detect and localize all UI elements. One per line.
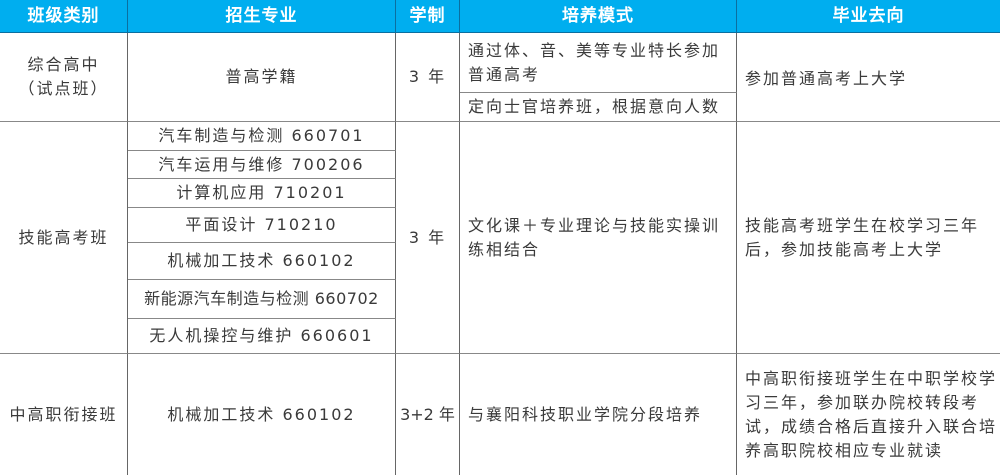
- category-cell: 中高职衔接班: [0, 354, 128, 475]
- mode-cell: 定向士官培养班，根据意向人数: [460, 93, 737, 122]
- major-cell: 新能源汽车制造与检测 660702: [128, 280, 396, 319]
- duration-cell: 3 年: [396, 33, 460, 122]
- header-major: 招生专业: [128, 0, 396, 33]
- destination-cell: 中高职衔接班学生在中职学校学习三年，参加联办院校转段考试，成绩合格后直接升入联合…: [745, 368, 998, 460]
- major-cell: 无人机操控与维护 660601: [128, 319, 396, 354]
- category-cell: 技能高考班: [0, 122, 128, 354]
- mode-cell: 文化课＋专业理论与技能实操训练相结合: [460, 122, 737, 354]
- major-cell: 计算机应用 710201: [128, 179, 396, 208]
- duration-cell: 3+2 年: [396, 354, 460, 475]
- header-destination: 毕业去向: [737, 0, 1000, 33]
- duration-cell: 3 年: [396, 122, 460, 354]
- header-duration: 学制: [396, 0, 460, 33]
- destination-cell: 技能高考班学生在校学习三年后，参加技能高考上大学: [737, 122, 1000, 354]
- major-cell: 普高学籍: [128, 33, 396, 122]
- mode-cell: 通过体、音、美等专业特长参加普通高考: [460, 33, 737, 93]
- header-class-type: 班级类别: [0, 0, 128, 33]
- major-cell: 机械加工技术 660102: [128, 354, 396, 475]
- destination-cell: 参加普通高考上大学: [737, 33, 1000, 122]
- major-cell: 汽车制造与检测 660701: [128, 122, 396, 151]
- major-cell: 机械加工技术 660102: [128, 243, 396, 280]
- category-cell: 综合高中 （试点班）: [0, 33, 128, 122]
- major-cell: 平面设计 710210: [128, 208, 396, 243]
- header-training-mode: 培养模式: [460, 0, 737, 33]
- mode-cell: 与襄阳科技职业学院分段培养: [460, 354, 737, 475]
- major-cell: 汽车运用与维修 700206: [128, 151, 396, 179]
